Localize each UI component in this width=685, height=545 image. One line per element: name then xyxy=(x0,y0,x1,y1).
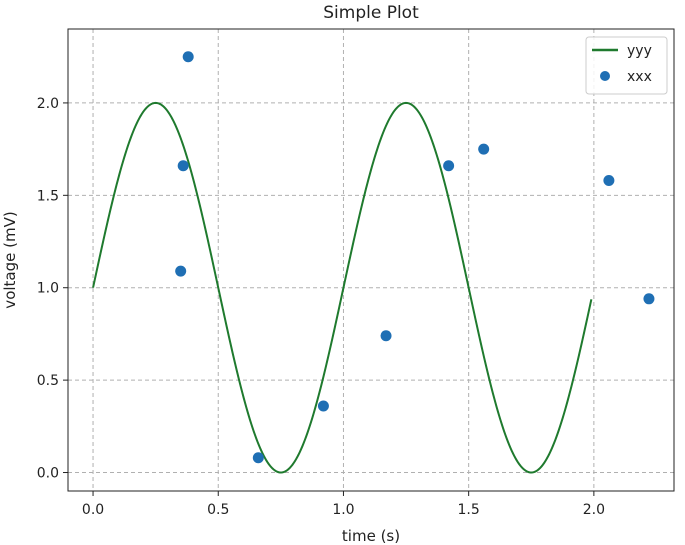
series-line-yyy xyxy=(92,101,593,474)
x-axis-label: time (s) xyxy=(342,527,400,545)
scatter-point-xxx xyxy=(177,160,189,172)
y-axis-label: voltage (mV) xyxy=(1,211,19,308)
scatter-point-xxx xyxy=(182,51,194,63)
plot-area xyxy=(92,51,655,474)
scatter-point-xxx xyxy=(380,330,392,342)
scatter-point-xxx xyxy=(478,143,490,155)
x-tick-label: 2.0 xyxy=(583,502,605,518)
scatter-point-xxx xyxy=(643,293,655,305)
y-tick-label: 1.0 xyxy=(37,281,59,297)
scatter-point-xxx xyxy=(252,452,264,464)
scatter-point-xxx xyxy=(443,160,455,172)
plot-frame xyxy=(67,28,675,492)
legend-marker-swatch xyxy=(600,71,610,81)
axis-ticks: 0.0 0.5 1.0 1.5 2.0 0.0 0.5 1.0 1.5 2.0 xyxy=(37,96,605,518)
x-tick-label: 0.0 xyxy=(82,502,104,518)
x-tick-label: 0.5 xyxy=(207,502,229,518)
scatter-point-xxx xyxy=(603,175,615,187)
y-tick-label: 0.0 xyxy=(37,466,59,482)
scatter-point-xxx xyxy=(175,265,187,277)
x-tick-label: 1.0 xyxy=(332,502,354,518)
y-tick-label: 1.5 xyxy=(37,188,59,204)
y-tick-label: 0.5 xyxy=(37,373,59,389)
y-tick-label: 2.0 xyxy=(37,96,59,112)
grid xyxy=(68,29,674,491)
chart-title: Simple Plot xyxy=(323,3,419,23)
legend-label-xxx: xxx xyxy=(627,69,652,85)
legend: yyy xxx xyxy=(585,36,668,95)
x-tick-label: 1.5 xyxy=(458,502,480,518)
scatter-point-xxx xyxy=(317,400,329,412)
legend-label-yyy: yyy xyxy=(627,43,652,59)
